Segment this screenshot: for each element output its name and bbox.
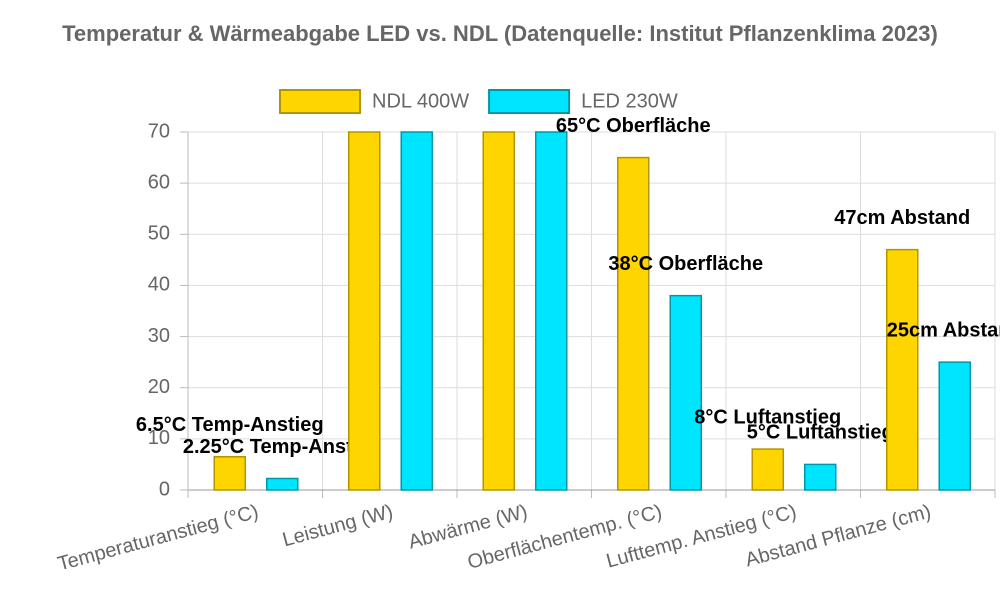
y-tick-label: 60 xyxy=(148,171,170,193)
data-label: 6.5°C Temp-Anstieg xyxy=(136,414,324,436)
legend-swatch xyxy=(279,89,361,114)
bar xyxy=(482,131,515,491)
data-label: 65°C Oberfläche xyxy=(556,115,711,137)
y-tick-label: 70 xyxy=(148,120,170,142)
y-tick-label: 20 xyxy=(148,376,170,398)
data-label: 2.25°C Temp-Anstieg xyxy=(183,436,382,458)
data-label: 38°C Oberfläche xyxy=(608,253,763,275)
bar xyxy=(669,294,702,491)
bar xyxy=(751,448,784,491)
bar xyxy=(938,361,971,491)
bar xyxy=(804,463,837,491)
y-tick-label: 0 xyxy=(159,478,170,500)
y-tick-label: 50 xyxy=(148,223,170,245)
y-tick-label: 10 xyxy=(148,427,170,449)
bar xyxy=(535,131,568,491)
data-label: 47cm Abstand xyxy=(834,207,970,229)
bar xyxy=(886,248,919,491)
chart-title: Temperatur & Wärmeabgabe LED vs. NDL (Da… xyxy=(62,21,938,46)
legend-label: NDL 400W xyxy=(372,90,469,112)
y-tick-label: 30 xyxy=(148,325,170,347)
bar xyxy=(617,156,650,491)
data-label: 5°C Luftanstieg xyxy=(747,422,894,444)
x-tick-label: Temperaturanstieg (°C) xyxy=(55,501,261,576)
bar xyxy=(400,131,433,491)
data-label: 8°C Luftanstieg xyxy=(694,406,841,428)
y-tick-label: 40 xyxy=(148,274,170,296)
legend-label: LED 230W xyxy=(581,90,678,112)
x-tick-label: Leistung (W) xyxy=(280,501,395,552)
legend-swatch xyxy=(488,89,571,114)
data-label: 25cm Abstand xyxy=(887,319,1000,341)
bar xyxy=(266,477,299,491)
bar xyxy=(348,131,381,491)
bar xyxy=(213,456,246,491)
